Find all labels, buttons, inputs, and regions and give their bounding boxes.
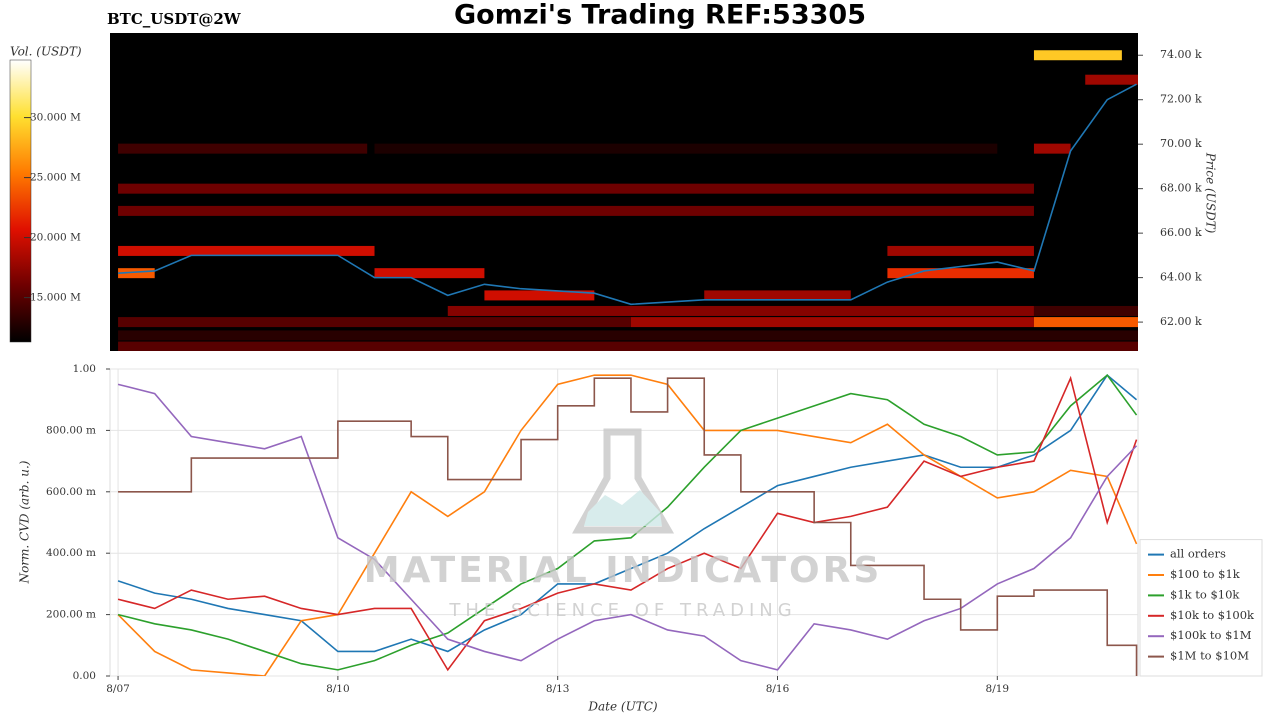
- y-tick-label: 0.00: [73, 670, 96, 682]
- series-line: [118, 377, 1138, 676]
- heatmap-cell: [704, 290, 851, 301]
- heatmap-cell: [374, 143, 998, 154]
- x-tick-label: 8/16: [766, 683, 790, 695]
- legend-box: [1139, 539, 1263, 677]
- x-tick-label: 8/10: [326, 683, 350, 695]
- series-line: [117, 373, 1138, 671]
- heatmap-cell: [887, 268, 1034, 279]
- heatmap-cell: [887, 245, 1034, 256]
- watermark-subtitle: THE SCIENCE OF TRADING: [448, 600, 796, 621]
- y-axis-label: Norm. CVD (arb. u.): [18, 460, 32, 584]
- series-line: [117, 374, 1138, 676]
- heatmap-cell: [1033, 50, 1122, 61]
- heatmap-cell: [1085, 74, 1138, 85]
- heatmap-cell: [118, 317, 631, 328]
- x-tick-label: 8/19: [986, 683, 1010, 695]
- x-axis-label: Date (UTC): [587, 700, 657, 714]
- heatmap-cell: [118, 330, 1138, 341]
- y2-tick-label: 70.00 k: [1160, 137, 1202, 150]
- x-tick-label: 8/13: [546, 683, 570, 695]
- watermark: MATERIAL INDICATORS THE SCIENCE OF TRADI…: [364, 428, 883, 621]
- watermark-title: MATERIAL INDICATORS: [364, 550, 883, 591]
- y2-tick-label: 62.00 k: [1160, 315, 1202, 328]
- series-line: [117, 375, 1138, 672]
- heatmap-cell: [630, 317, 1034, 328]
- x-tick-label: 8/07: [106, 683, 130, 695]
- y2-axis-label: Price (USDT): [1204, 152, 1218, 234]
- y-tick-label: 800.00 m: [46, 424, 96, 436]
- lines-layer: [117, 373, 1138, 676]
- watermark-flask: [572, 428, 675, 534]
- y2-tick-label: 72.00 k: [1160, 93, 1202, 106]
- legend-label: $10k to $100k: [1170, 608, 1255, 622]
- y-tick-label: 200.00 m: [46, 609, 96, 621]
- heatmap-cell: [484, 290, 595, 301]
- heatmap-cell: [118, 205, 1034, 216]
- heatmap-cell: [447, 305, 1034, 316]
- page-title: Gomzi's Trading REF:53305: [454, 0, 866, 31]
- y-tick-label: 1.00: [73, 363, 96, 375]
- legend-label: $1k to $10k: [1170, 587, 1240, 601]
- heatmap-layer: [118, 50, 1138, 351]
- watermark-liquid: [584, 490, 662, 526]
- heatmap-cell: [374, 268, 485, 279]
- heatmap-cell: [118, 341, 1138, 351]
- colorbar-label: Vol. (USDT): [10, 45, 82, 59]
- heatmap-cell: [1033, 317, 1138, 328]
- y2-tick-label: 64.00 k: [1160, 271, 1202, 284]
- price-line: [118, 83, 1137, 306]
- legend-label: $1M to $10M: [1170, 649, 1249, 663]
- heatmap-cell: [118, 183, 1034, 194]
- heatmap-cell: [1033, 305, 1138, 316]
- colorbar-tick-label: 25.000 M: [30, 172, 81, 184]
- series-line: [117, 373, 1138, 653]
- y-tick-label: 400.00 m: [46, 547, 96, 559]
- series-line: [117, 383, 1138, 671]
- y2-tick-label: 68.00 k: [1160, 182, 1202, 195]
- colorbar-tick-label: 15.000 M: [30, 292, 81, 304]
- legend-label: $100 to $1k: [1170, 567, 1241, 581]
- heatmap-cell: [118, 245, 375, 256]
- y-tick-label: 600.00 m: [46, 486, 96, 498]
- heatmap-cell: [118, 268, 155, 279]
- chart-title: BTC_USDT@2W: [107, 10, 242, 28]
- legend-label: all orders: [1170, 547, 1226, 561]
- colorbar: [9, 59, 32, 343]
- heatmap-cell: [1033, 143, 1071, 154]
- colorbar-tick-label: 20.000 M: [30, 232, 81, 244]
- y2-tick-label: 66.00 k: [1160, 226, 1202, 239]
- colorbar-tick-label: 30.000 M: [30, 112, 81, 124]
- legend: all orders $100 to $1k $1k to $10k $10k to …: [1139, 539, 1263, 677]
- y2-tick-label: 74.00 k: [1160, 48, 1202, 61]
- legend-label: $100k to $1M: [1170, 628, 1252, 642]
- heatmap-cell: [118, 143, 368, 154]
